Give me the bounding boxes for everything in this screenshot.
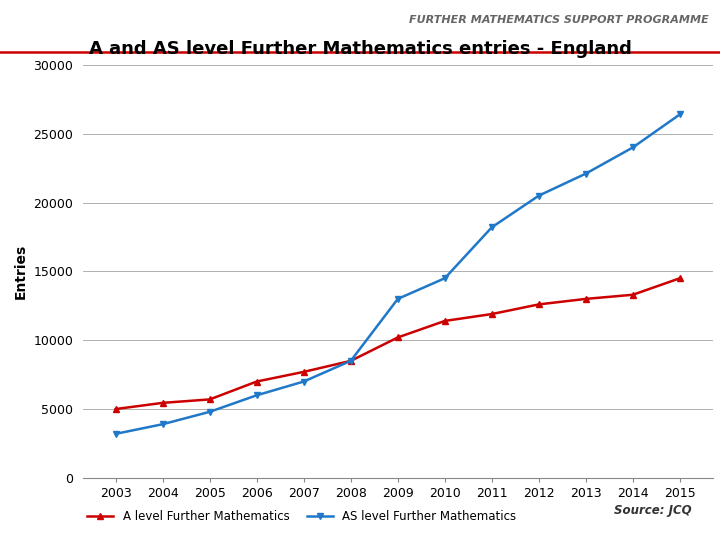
Legend: A level Further Mathematics, AS level Further Mathematics: A level Further Mathematics, AS level Fu… bbox=[82, 505, 521, 528]
Text: FURTHER MATHEMATICS SUPPORT PROGRAMME: FURTHER MATHEMATICS SUPPORT PROGRAMME bbox=[410, 15, 709, 25]
Text: A and AS level Further Mathematics entries - England: A and AS level Further Mathematics entri… bbox=[89, 39, 632, 58]
Y-axis label: Entries: Entries bbox=[14, 244, 27, 299]
Text: Source: JCQ: Source: JCQ bbox=[613, 504, 691, 517]
